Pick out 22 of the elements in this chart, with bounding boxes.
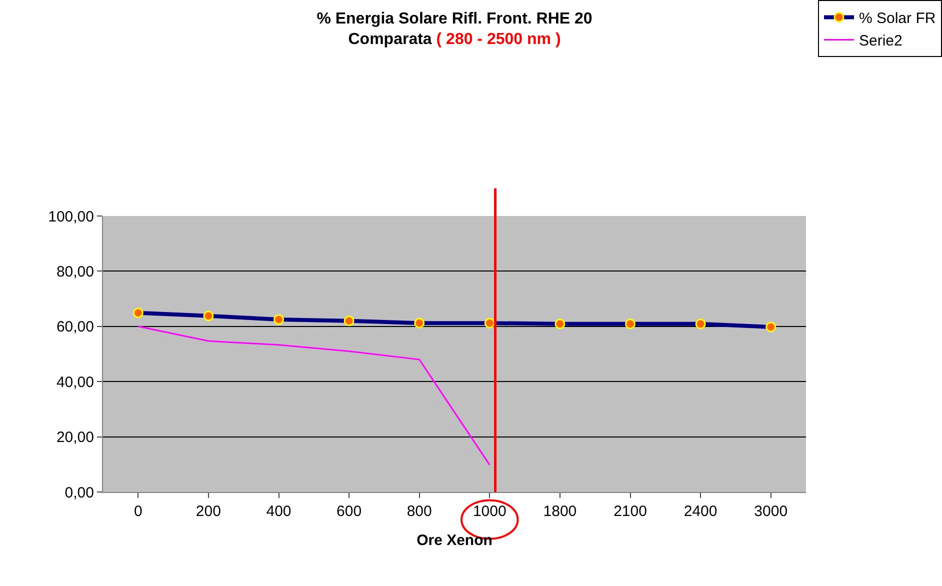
y-tick-label: 60,00 xyxy=(56,318,94,336)
x-tick-label: 2100 xyxy=(614,503,647,520)
y-tick-label: 40,00 xyxy=(56,374,94,391)
x-tick-label: 1000 xyxy=(472,503,506,520)
x-axis-title: Ore Xenon xyxy=(416,532,492,549)
x-tick-label: 400 xyxy=(266,503,292,520)
x-tick-label: 800 xyxy=(406,503,432,520)
y-tick-label: 20,00 xyxy=(56,429,94,446)
y-tick-label: 80,00 xyxy=(56,263,94,280)
line-series xyxy=(137,326,490,466)
chart-subtitle: Comparata ( 280 - 2500 nm ) xyxy=(348,31,561,48)
legend-label: % Solar FR xyxy=(859,10,936,28)
x-tick-label: 3000 xyxy=(754,503,788,520)
y-tick-label: 100,00 xyxy=(48,208,94,226)
chart-title: % Energia Solare Rifl. Front. RHE 20 xyxy=(316,10,592,28)
y-tick-label: 0,00 xyxy=(64,484,94,502)
x-tick-label: 0 xyxy=(134,503,142,520)
x-tick-label: 600 xyxy=(336,503,362,520)
x-tick-label: 200 xyxy=(196,503,221,520)
legend-label: Serie2 xyxy=(859,32,902,50)
x-tick-label: 2400 xyxy=(684,503,718,520)
x-tick-label: 1800 xyxy=(543,503,577,520)
